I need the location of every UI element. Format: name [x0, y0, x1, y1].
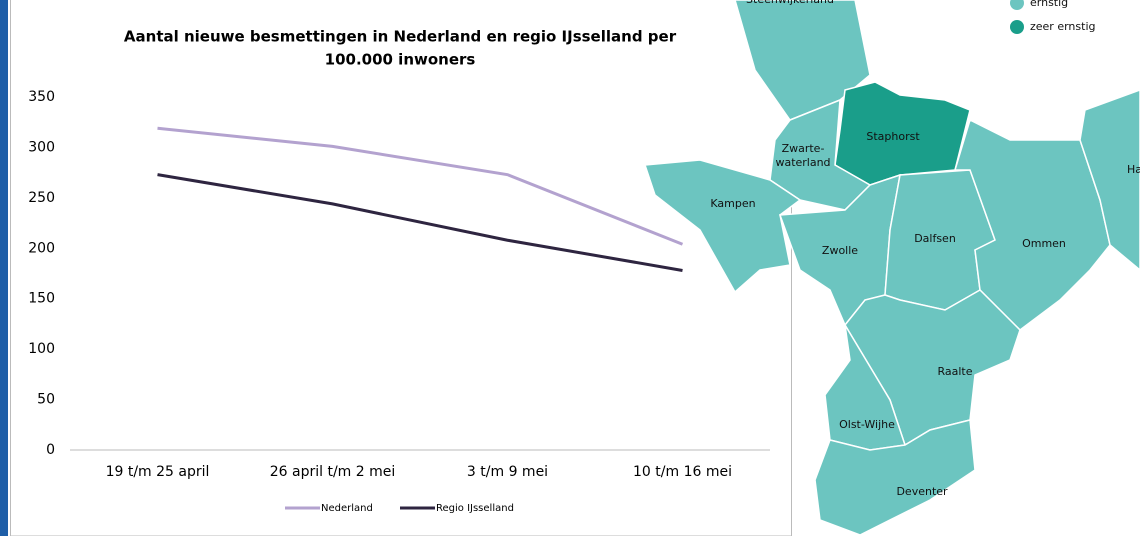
map-region-label: Ommen: [1022, 237, 1066, 250]
map-region: [953, 118, 1111, 331]
x-tick-label: 3 t/m 9 mei: [467, 464, 548, 480]
map-region-label: Steenwijkerland: [746, 0, 834, 6]
y-tick-label: 50: [37, 392, 55, 408]
y-tick-label: 250: [28, 190, 55, 206]
x-tick-label: 19 t/m 25 april: [106, 464, 210, 480]
chart-title: Aantal nieuwe besmettingen in Nederland …: [124, 28, 677, 46]
map-region-label: Staphorst: [866, 130, 920, 143]
x-tick-label: 26 april t/m 2 mei: [270, 464, 396, 480]
map-legend-label: zeer ernstig: [1030, 20, 1095, 33]
series-line: [157, 126, 684, 246]
map-region: [1079, 89, 1140, 271]
y-tick-label: 0: [46, 442, 55, 458]
map-region-label: Zwarte-: [782, 142, 825, 155]
map-region-label: Olst-Wijhe: [839, 418, 895, 431]
legend-label: Regio IJsselland: [436, 503, 514, 514]
map-region-label: Raalte: [937, 365, 972, 378]
side-strip: [0, 0, 8, 536]
y-tick-label: 300: [28, 139, 55, 155]
x-tick-label: 10 t/m 16 mei: [633, 464, 732, 480]
y-tick-label: 200: [28, 240, 55, 256]
map-region-label: Hardenberg: [1127, 163, 1140, 176]
chart-title: 100.000 inwoners: [325, 51, 476, 69]
map-region-label: Kampen: [710, 197, 755, 210]
map-region: [643, 159, 802, 294]
map-legend-swatch: [1010, 0, 1024, 10]
map-region: [814, 419, 976, 536]
y-tick-label: 150: [28, 291, 55, 307]
map-region-label: waterland: [775, 156, 830, 169]
map-legend-swatch: [1010, 20, 1024, 34]
series-line: [157, 173, 683, 272]
legend-label: Nederland: [321, 503, 373, 514]
map-region-label: Deventer: [896, 485, 948, 498]
map-region-label: Zwolle: [822, 244, 858, 257]
y-tick-label: 350: [28, 89, 55, 105]
y-tick-label: 100: [28, 341, 55, 357]
map-region-label: Dalfsen: [914, 232, 956, 245]
map-legend-label: ernstig: [1030, 0, 1068, 9]
